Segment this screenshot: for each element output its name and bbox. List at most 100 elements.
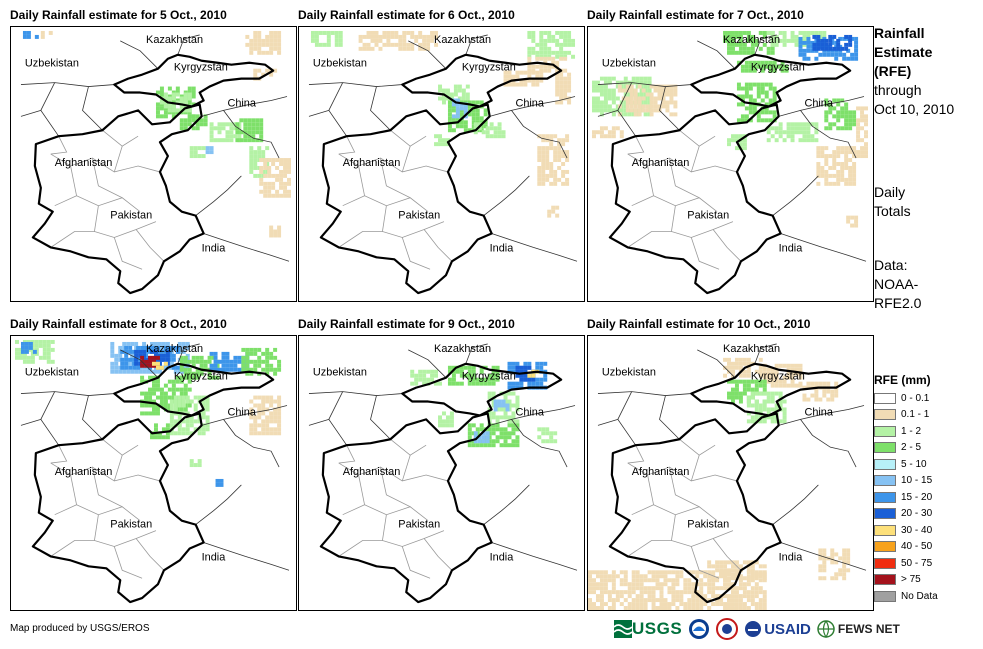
rainfall-cell [730, 30, 735, 35]
rainfall-cell [541, 181, 546, 186]
rainfall-cell [169, 407, 174, 412]
sidebar-through-date: Oct 10, 2010 [874, 101, 955, 117]
rainfall-cell [770, 367, 775, 372]
rainfall-cell [541, 427, 546, 432]
rainfall-cell [707, 590, 712, 595]
rainfall-cell [519, 369, 524, 374]
rainfall-cell [742, 373, 747, 378]
rainfall-cells [588, 357, 851, 610]
rainfall-cell [643, 100, 648, 105]
province-border [338, 136, 356, 155]
rainfall-cell [183, 108, 188, 113]
rainfall-cell [181, 349, 186, 354]
rainfall-cell [239, 138, 244, 143]
rainfall-cell [179, 363, 184, 368]
rainfall-cell [499, 415, 504, 420]
rainfall-cell [179, 387, 184, 392]
rainfall-cell [338, 30, 343, 35]
rainfall-cell [824, 154, 829, 159]
rainfall-cell [565, 181, 570, 186]
rainfall-cell [515, 395, 520, 400]
rainfall-cell [477, 122, 482, 127]
map-label-uzbekistan: Uzbekistan [602, 367, 656, 379]
rainfall-cell [814, 44, 819, 49]
rainfall-cell [434, 381, 439, 386]
rainfall-cell [836, 177, 841, 182]
rainfall-cell [370, 30, 375, 35]
province-border [50, 231, 95, 248]
rainfall-cell [734, 134, 739, 139]
rainfall-cell [822, 552, 827, 557]
rainfall-cell [140, 403, 145, 408]
rainfall-cell [762, 602, 767, 607]
rainfall-cell [730, 387, 735, 392]
rainfall-cell [655, 586, 660, 591]
legend-title: RFE (mm) [874, 373, 931, 387]
rainfall-cell [50, 359, 55, 364]
rainfall-cell [762, 367, 767, 372]
rainfall-cell [511, 439, 516, 444]
rainfall-cell [611, 134, 616, 139]
rainfall-cell [265, 423, 270, 428]
rainfall-cell [539, 365, 544, 370]
rainfall-cell [822, 393, 827, 398]
rainfall-cell [814, 48, 819, 53]
panel-title-oct9: Daily Rainfall estimate for 9 Oct., 2010 [298, 317, 515, 331]
rainfall-cell [758, 578, 763, 583]
rainfall-cell [848, 118, 853, 123]
rainfall-cell [557, 165, 562, 170]
province-border [627, 540, 672, 557]
rainfall-cell [233, 359, 238, 364]
rainfall-cell [247, 134, 252, 139]
rainfall-cell [191, 118, 196, 123]
rainfall-cell [734, 590, 739, 595]
country-border [772, 484, 819, 525]
country-border [408, 40, 447, 69]
rainfall-cell [635, 84, 640, 89]
rainfall-cell [221, 122, 226, 127]
rainfall-cell [549, 134, 554, 139]
rainfall-cell [848, 146, 853, 151]
rainfall-cell [199, 118, 204, 123]
rainfall-cell [134, 345, 139, 350]
rainfall-cell [651, 606, 656, 610]
rainfall-cell [165, 341, 170, 346]
province-border [647, 474, 718, 521]
rainfall-cell [595, 96, 600, 101]
rainfall-cell [211, 375, 216, 380]
country-border [489, 96, 576, 117]
rainfall-cell [201, 411, 206, 416]
rainfall-cell [782, 34, 787, 39]
rainfall-cell [451, 381, 456, 386]
rainfall-cell [836, 102, 841, 107]
rainfall-cell [750, 46, 755, 51]
rainfall-cell [477, 439, 482, 444]
rainfall-cell [410, 30, 415, 35]
rainfall-cell [245, 347, 250, 352]
rainfall-cell [832, 162, 837, 166]
rainfall-cell [764, 90, 769, 95]
province-border [338, 540, 383, 557]
rainfall-cell [463, 365, 468, 370]
rainfall-cell [241, 347, 246, 352]
rainfall-cell [719, 560, 724, 565]
rainfall-cell [163, 395, 168, 400]
rainfall-cell [197, 154, 202, 159]
rainfall-cell [209, 363, 214, 368]
rainfall-cell [742, 606, 747, 610]
rainfall-cell [760, 82, 765, 87]
rainfall-cell [754, 586, 759, 591]
rainfall-cell [527, 46, 532, 51]
rainfall-cell [740, 64, 745, 69]
rainfall-cell [134, 353, 139, 358]
rainfall-cell [557, 142, 562, 147]
province-border [70, 165, 141, 212]
rainfall-cell [334, 30, 339, 35]
rainfall-cell [495, 423, 500, 428]
rainfall-cell [217, 367, 222, 372]
rainfall-cell [511, 427, 516, 432]
rainfall-cell [832, 34, 837, 39]
rainfall-cell [535, 361, 540, 366]
rainfall-cell [463, 106, 468, 111]
rainfall-cell [730, 594, 735, 599]
